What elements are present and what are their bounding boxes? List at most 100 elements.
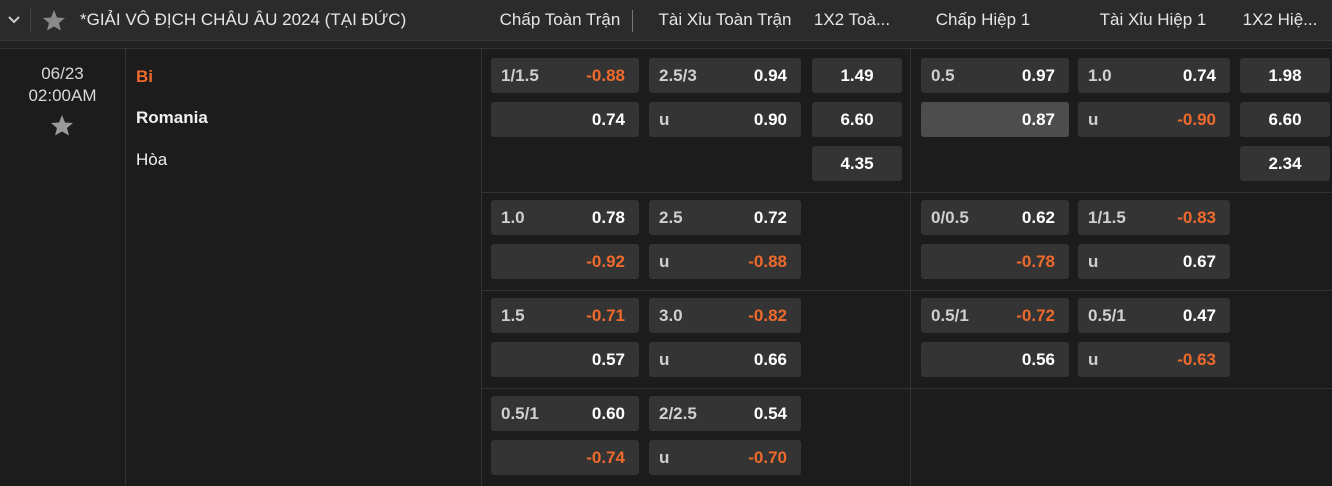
odds-line: 2/2.5: [659, 404, 697, 423]
odds-cell[interactable]: 0.5/1 -0.72: [921, 298, 1069, 333]
odds-value: -0.92: [586, 252, 625, 271]
league-title: *GIẢI VÔ ĐỊCH CHÂU ÂU 2024 (TẠI ĐỨC): [80, 10, 407, 29]
odds-value: 0.47: [1182, 306, 1216, 325]
odds-value: 6.60: [1268, 110, 1302, 129]
favorite-league-star[interactable]: [42, 9, 66, 31]
odds-value: -0.63: [1177, 350, 1216, 369]
odds-cell[interactable]: 0.5/1 0.47: [1078, 298, 1230, 333]
odds-value: -0.72: [1016, 306, 1055, 325]
odds-value: 0.67: [1182, 252, 1216, 271]
odds-line: 0.5: [931, 66, 955, 85]
odds-line: 1.0: [1088, 66, 1112, 85]
odds-line: 0/0.5: [931, 208, 969, 227]
odds-value: 0.62: [1021, 208, 1055, 227]
odds-cell[interactable]: 1.49: [812, 58, 902, 93]
odds-value: 0.72: [753, 208, 787, 227]
odds-cell[interactable]: 0.57: [491, 342, 639, 377]
odds-line: 2.5/3: [659, 66, 697, 85]
odds-cell[interactable]: u -0.88: [649, 244, 801, 279]
column-header: Tài Xỉu Hiệp 1: [1099, 10, 1207, 29]
row-separator: [481, 290, 1332, 291]
odds-value: 0.87: [1021, 110, 1055, 129]
column-header: Chấp Hiệp 1: [935, 10, 1031, 29]
odds-value: -0.88: [748, 252, 787, 271]
column-header: Tài Xỉu Toàn Trận: [658, 10, 792, 29]
odds-value: -0.74: [586, 448, 625, 467]
odds-cell[interactable]: 2/2.5 0.54: [649, 396, 801, 431]
odds-cell[interactable]: -0.92: [491, 244, 639, 279]
league-header: *GIẢI VÔ ĐỊCH CHÂU ÂU 2024 (TẠI ĐỨC): [0, 0, 1332, 41]
collapse-chevron[interactable]: [6, 12, 22, 28]
team-name: Bi: [136, 67, 153, 86]
odds-cell[interactable]: 2.34: [1240, 146, 1330, 181]
odds-cell[interactable]: 1.0 0.78: [491, 200, 639, 235]
odds-cell[interactable]: -0.78: [921, 244, 1069, 279]
team-name: Romania: [136, 108, 208, 127]
odds-cell[interactable]: 1.98: [1240, 58, 1330, 93]
odds-line: 1/1.5: [501, 66, 539, 85]
odds-line: u: [659, 252, 670, 271]
odds-line: u: [659, 350, 670, 369]
odds-value: 0.54: [753, 404, 787, 423]
odds-value: 1.49: [840, 66, 874, 85]
odds-line: 1.5: [501, 306, 525, 325]
odds-value: -0.78: [1016, 252, 1055, 271]
odds-cell[interactable]: -0.74: [491, 440, 639, 475]
odds-cell[interactable]: u 0.67: [1078, 244, 1230, 279]
odds-value: -0.71: [586, 306, 625, 325]
odds-value: 6.60: [840, 110, 874, 129]
odds-line: 1/1.5: [1088, 208, 1126, 227]
odds-value: 1.98: [1268, 66, 1302, 85]
odds-cell[interactable]: 2.5/3 0.94: [649, 58, 801, 93]
team-name: Hòa: [136, 150, 168, 169]
odds-line: u: [659, 110, 670, 129]
odds-cell[interactable]: 6.60: [812, 102, 902, 137]
odds-value: 0.56: [1021, 350, 1055, 369]
odds-cell[interactable]: 0.5 0.97: [921, 58, 1069, 93]
odds-value: 0.66: [753, 350, 787, 369]
odds-cell[interactable]: 0/0.5 0.62: [921, 200, 1069, 235]
odds-cell[interactable]: u -0.90: [1078, 102, 1230, 137]
odds-line: 0.5/1: [1088, 306, 1126, 325]
odds-line: 3.0: [659, 306, 683, 325]
odds-value: 0.60: [591, 404, 625, 423]
odds-value: 0.90: [753, 110, 787, 129]
odds-line: 2.5: [659, 208, 683, 227]
odds-cell[interactable]: 0.87: [921, 102, 1069, 137]
row-separator: [481, 192, 1332, 193]
odds-cell[interactable]: 6.60: [1240, 102, 1330, 137]
odds-cell[interactable]: 4.35: [812, 146, 902, 181]
odds-line: 0.5/1: [501, 404, 539, 423]
odds-value: -0.90: [1177, 110, 1216, 129]
odds-value: 0.57: [591, 350, 625, 369]
odds-cell[interactable]: 1.0 0.74: [1078, 58, 1230, 93]
odds-value: -0.70: [748, 448, 787, 467]
odds-cell[interactable]: 1/1.5 -0.88: [491, 58, 639, 93]
match-date: 06/23: [41, 64, 84, 83]
odds-cell[interactable]: u -0.63: [1078, 342, 1230, 377]
column-header: 1X2 Toà...: [813, 10, 891, 29]
odds-value: 0.74: [591, 110, 625, 129]
odds-cell[interactable]: 0.5/1 0.60: [491, 396, 639, 431]
odds-value: 0.94: [753, 66, 787, 85]
odds-cell[interactable]: 0.56: [921, 342, 1069, 377]
odds-line: u: [659, 448, 670, 467]
odds-cell[interactable]: u 0.90: [649, 102, 801, 137]
odds-cell[interactable]: 3.0 -0.82: [649, 298, 801, 333]
odds-cell[interactable]: 0.74: [491, 102, 639, 137]
odds-cell[interactable]: 2.5 0.72: [649, 200, 801, 235]
column-header: 1X2 Hiệ...: [1242, 10, 1318, 29]
odds-value: -0.83: [1177, 208, 1216, 227]
odds-cell[interactable]: 1/1.5 -0.83: [1078, 200, 1230, 235]
odds-cell[interactable]: u 0.66: [649, 342, 801, 377]
favorite-match-star[interactable]: [50, 114, 74, 136]
odds-value: 2.34: [1268, 154, 1302, 173]
odds-value: -0.88: [586, 66, 625, 85]
odds-line: u: [1088, 252, 1099, 271]
odds-cell[interactable]: 1.5 -0.71: [491, 298, 639, 333]
match-time: 06/23 02:00AM: [0, 63, 125, 107]
odds-cell[interactable]: u -0.70: [649, 440, 801, 475]
odds-line: u: [1088, 110, 1099, 129]
odds-value: 4.35: [840, 154, 874, 173]
